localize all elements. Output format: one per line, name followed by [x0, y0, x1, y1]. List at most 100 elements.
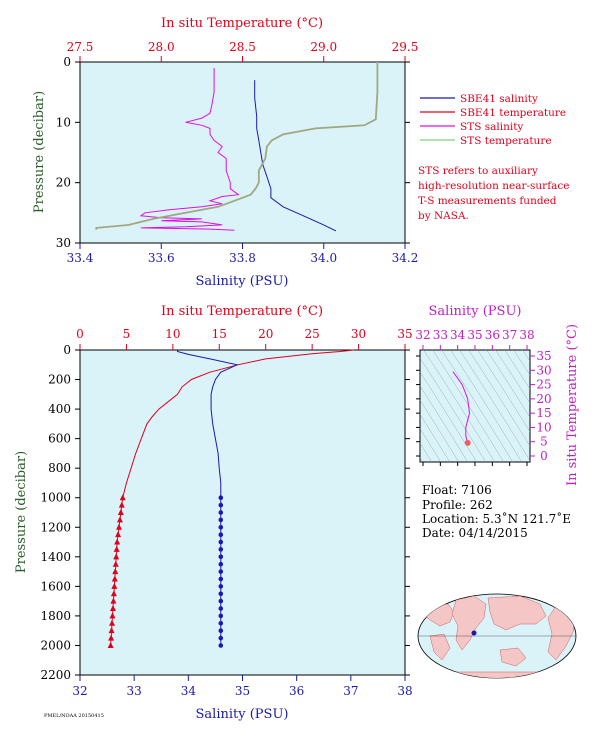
- bottom-temperature-marker: [109, 619, 116, 626]
- location: Location: 5.3˚N 121.7˚E: [422, 511, 571, 526]
- ts-salinity-tick-label: 36: [485, 328, 500, 342]
- bottom-temperature-marker: [111, 582, 118, 589]
- top-pressure-tick-label: 10: [56, 115, 71, 129]
- bottom-salinity-tick-label: 33: [127, 684, 142, 698]
- ts-density-contour: [420, 399, 459, 462]
- bottom-temperature-marker: [110, 597, 117, 604]
- top-pressure-tick-label: 30: [56, 236, 71, 250]
- bottom-salinity-marker: [218, 517, 224, 523]
- ts-density-contour: [495, 350, 530, 404]
- bottom-salinity-tick-label: 35: [235, 684, 250, 698]
- bottom-salinity-marker: [218, 591, 224, 597]
- ts-plot-area: [419, 349, 531, 463]
- bottom-temp-tick-label: 10: [165, 327, 180, 341]
- map-land-antarctica: [423, 671, 571, 678]
- ts-salinity-tick-label: 38: [519, 328, 534, 342]
- ts-salinity-axis-label: Salinity (PSU): [429, 304, 522, 319]
- bottom-salinity-marker: [218, 576, 224, 582]
- bottom-temperature-marker: [116, 523, 122, 530]
- world-map-inset: [417, 593, 577, 679]
- ts-temp-tick-label: 35: [536, 349, 551, 363]
- bottom-temperature-marker: [116, 516, 123, 523]
- bottom-salinity-marker: [218, 606, 224, 611]
- ts-density-contour: [423, 350, 495, 462]
- bottom-temp-tick-label: 0: [76, 327, 84, 341]
- bottom-pressure-tick-label: 1400: [40, 550, 71, 564]
- ts-density-contour: [477, 350, 530, 433]
- bottom-full-profile-chart: In situ Temperature (°C) 0 5 10 15 20 25 30 35 …: [14, 304, 413, 722]
- ts-density-contour: [450, 350, 522, 462]
- top-temp-tick-label: 27.5: [67, 40, 94, 54]
- bottom-salinity-marker: [218, 635, 224, 641]
- bottom-pressure-tick-label: 800: [48, 461, 71, 475]
- bottom-salinity-marker: [218, 510, 224, 515]
- bottom-pressure-tick-label: 0: [63, 343, 71, 357]
- ts-curve: [452, 371, 471, 444]
- bottom-temperature-marker: [109, 605, 116, 612]
- ts-temp-tick-label: 15: [536, 406, 551, 420]
- bottom-pressure-tick-label: 1600: [40, 579, 71, 593]
- bottom-temperature-marker: [117, 509, 124, 515]
- bottom-pressure-tick-label: 400: [48, 402, 71, 416]
- float-position-marker: [471, 630, 477, 636]
- ts-density-contour: [420, 371, 477, 462]
- bottom-salinity-marker: [218, 584, 224, 589]
- bottom-temp-tick-label: 35: [397, 327, 412, 341]
- bottom-pressure-axis-label: Pressure (decibar): [14, 451, 29, 573]
- bottom-temperature-marker: [114, 538, 121, 545]
- note-line: T-S measurements funded: [418, 195, 557, 207]
- bottom-temperature-marker: [119, 494, 126, 501]
- bottom-salinity-axis-label: Salinity (PSU): [196, 707, 289, 722]
- bottom-salinity-tick-label: 38: [397, 684, 412, 698]
- ts-salinity-tick-label: 33: [433, 328, 448, 342]
- ts-density-contour: [486, 350, 530, 418]
- ts-temp-tick-label: 30: [536, 363, 551, 377]
- bottom-temp-tick-label: 20: [258, 327, 273, 341]
- bottom-pressure-tick-label: 1000: [40, 491, 71, 505]
- bottom-pressure-tick-label: 1800: [40, 609, 71, 623]
- top-pressure-tick-label: 20: [56, 176, 71, 190]
- legend-label: STS salinity: [460, 121, 523, 133]
- bottom-salinity-marker: [218, 613, 224, 619]
- bottom-salinity-marker: [218, 628, 224, 633]
- bottom-temperature-marker: [113, 553, 120, 560]
- top-temp-tick-label: 29.0: [310, 40, 337, 54]
- bottom-plot-area: [79, 349, 406, 676]
- legend-label: STS temperature: [460, 135, 552, 147]
- map-land-asia: [487, 595, 547, 631]
- note-line: high-resolution near-surface: [418, 180, 569, 192]
- float-info: Float: 7106 Profile: 262 Location: 5.3˚N…: [422, 483, 571, 540]
- note-line: by NASA.: [418, 210, 469, 222]
- ts-salinity-tick-label: 32: [415, 328, 430, 342]
- top-plot-area: [79, 61, 406, 244]
- legend: SBE41 salinity SBE41 temperature STS salin…: [420, 93, 566, 147]
- map-land-africa: [429, 633, 451, 661]
- profile-number: Profile: 262: [422, 498, 493, 512]
- ts-density-contour: [420, 357, 486, 462]
- top-series-sts-salinity: [139, 68, 240, 231]
- legend-label: SBE41 temperature: [460, 107, 566, 119]
- bottom-temperature-marker: [110, 590, 117, 597]
- ts-temp-tick-label: 10: [536, 420, 551, 434]
- bottom-salinity-marker: [218, 569, 224, 574]
- top-series-sts-temperature: [95, 62, 379, 230]
- bottom-pressure-tick-label: 600: [48, 432, 71, 446]
- legend-label: SBE41 salinity: [460, 93, 538, 105]
- top-salinity-tick-label: 33.8: [229, 251, 256, 265]
- bottom-salinity-marker: [218, 547, 224, 552]
- top-series-sbe41-salinity: [254, 80, 337, 232]
- bottom-pressure-tick-label: 2000: [40, 638, 71, 652]
- float-id: Float: 7106: [422, 483, 492, 497]
- ts-salinity-tick-label: 37: [502, 328, 517, 342]
- top-salinity-tick-label: 33.6: [148, 251, 175, 265]
- footer-credit: PMEL/NOAA 20150415: [44, 713, 104, 719]
- top-temp-tick-label: 28.5: [229, 40, 256, 54]
- bottom-temperature-marker: [107, 641, 114, 648]
- ts-temp-tick-label: 0: [540, 449, 548, 463]
- bottom-temperature-marker: [108, 627, 115, 634]
- ts-density-contour: [459, 350, 530, 462]
- top-pressure-axis-label: Pressure (decibar): [32, 91, 47, 213]
- bottom-temp-tick-label: 15: [212, 327, 227, 341]
- ts-density-contour: [513, 350, 530, 376]
